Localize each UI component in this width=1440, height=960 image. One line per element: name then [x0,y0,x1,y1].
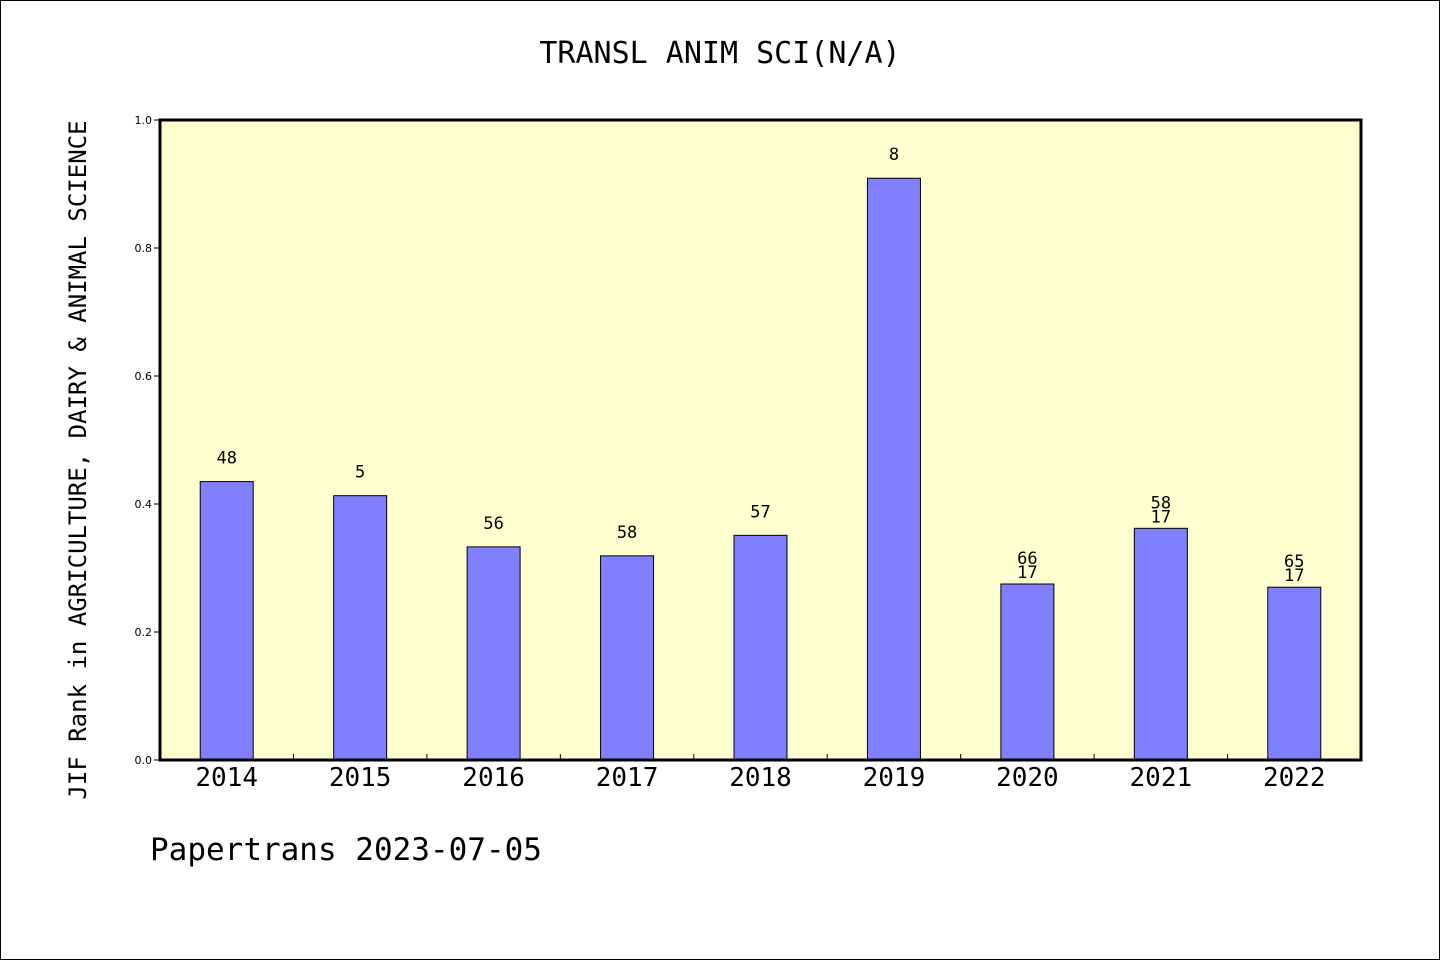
footer-note: Papertrans 2023-07-05 [150,832,542,868]
data-label-2022-1: 17 [1284,566,1304,586]
bar-2020 [1000,583,1055,761]
bar-2014 [199,481,254,761]
x-tick-label-2016: 2016 [462,763,525,793]
x-tick-label-2020: 2020 [996,763,1059,793]
x-tick-label-2017: 2017 [596,763,659,793]
data-label-2020-0: 66 [1017,549,1037,569]
data-label-2018-0: 57 [750,502,770,522]
bar-2015 [333,495,388,761]
data-label-2015-0: 5 [355,463,365,483]
data-label-2019-0: 8 [889,145,899,165]
bar-2016 [466,546,521,761]
plot-border [158,118,1363,762]
bar-2021 [1133,527,1188,761]
x-tick-label-2015: 2015 [329,763,392,793]
x-axis: 2014 2015 2016 2017 2018 2019 2020 2021 2022 [195,754,1326,793]
bar-series [199,177,1322,761]
y-tick-label-0: 0.0 [135,754,153,767]
y-tick-label-5: 1.0 [135,114,153,127]
bar-2022 [1267,586,1322,761]
x-tick-label-2021: 2021 [1130,763,1193,793]
bar-2018 [733,534,788,761]
data-label-2017-0: 58 [617,523,637,543]
x-tick-label-2019: 2019 [863,763,926,793]
data-label-2021-0: 58 [1151,493,1171,513]
bar-2019 [866,177,921,761]
y-tick-label-2: 0.4 [135,498,153,511]
x-tick-label-2014: 2014 [195,763,258,793]
x-tick-label-2018: 2018 [729,763,792,793]
x-tick-label-2022: 2022 [1263,763,1326,793]
data-label-2021-1: 17 [1151,507,1171,527]
data-label-2020-1: 17 [1017,563,1037,583]
y-axis: 0.0 0.2 0.4 0.6 0.8 1.0 [135,114,160,767]
y-tick-label-1: 0.2 [135,626,153,639]
y-tick-label-3: 0.6 [135,370,153,383]
chart-title: TRANSL ANIM SCI(N/A) [539,36,901,71]
data-label-2014-0: 48 [216,449,236,469]
data-label-2022-0: 65 [1284,552,1304,572]
y-tick-label-4: 0.8 [135,242,153,255]
bar-2017 [600,555,655,761]
data-label-2016-0: 56 [483,514,503,534]
